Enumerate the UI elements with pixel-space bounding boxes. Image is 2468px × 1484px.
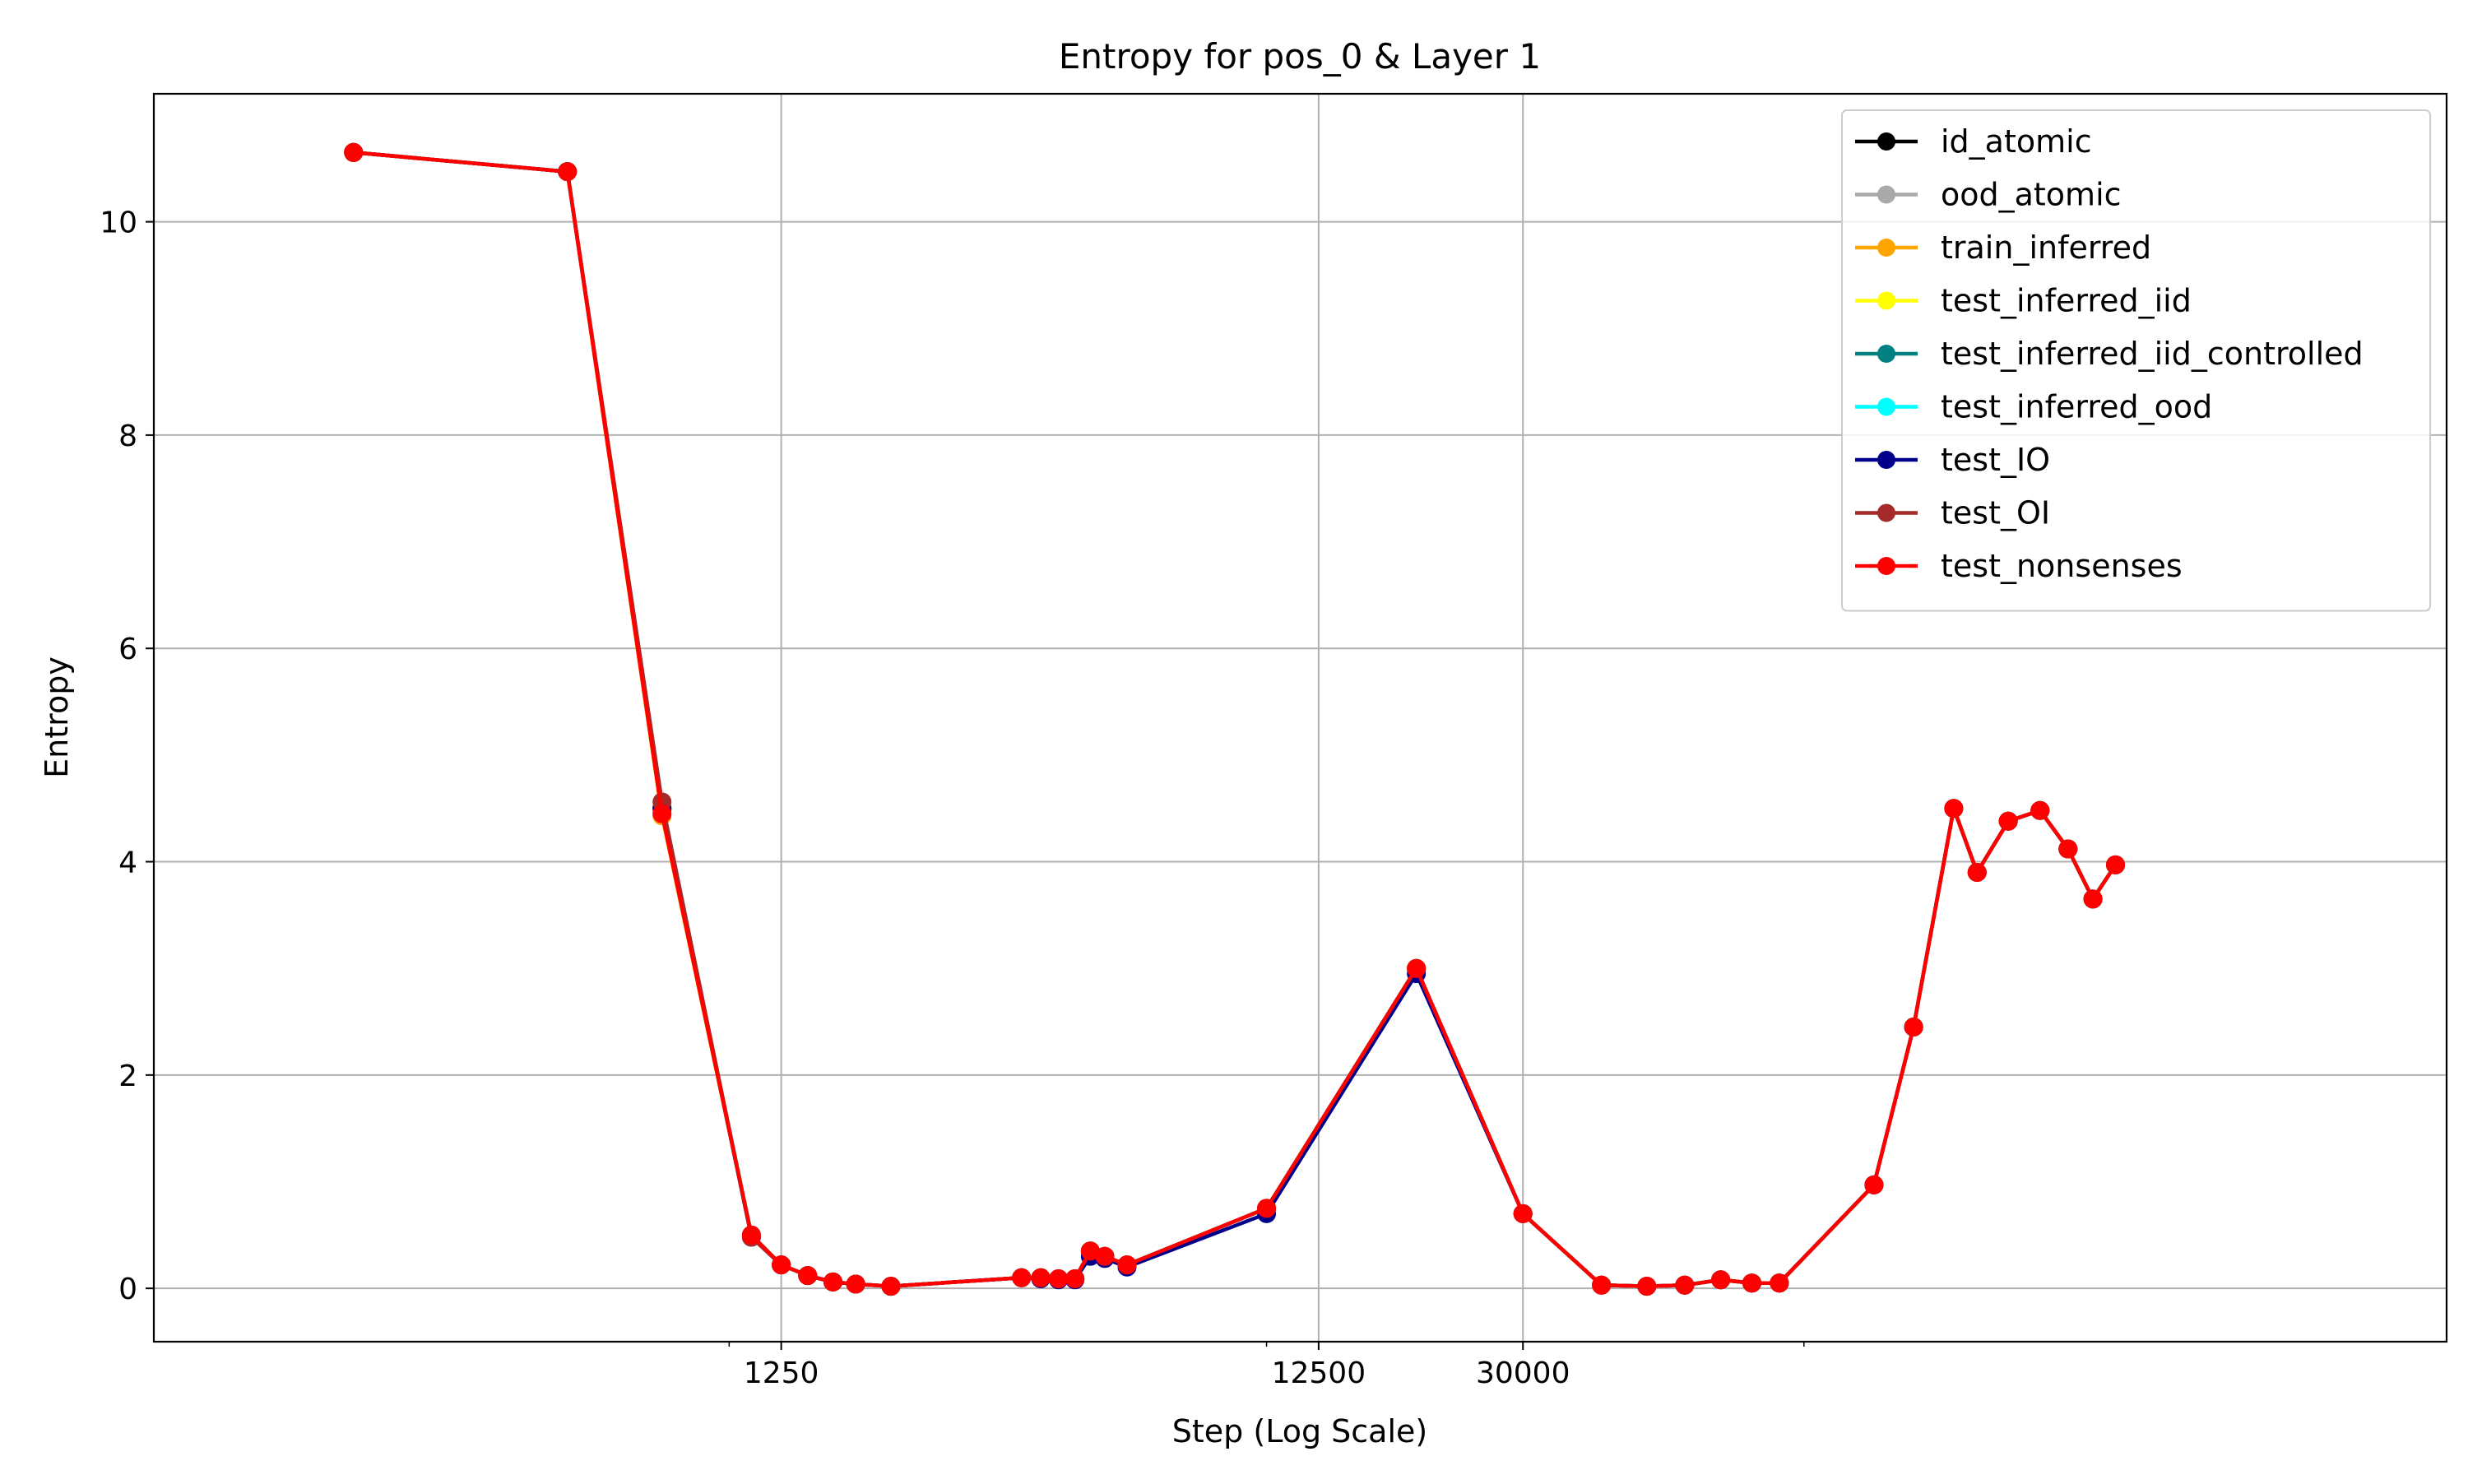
data-point	[2030, 800, 2050, 820]
data-point	[1065, 1269, 1085, 1289]
legend-entry: test_nonsenses	[1855, 548, 2183, 584]
data-point	[652, 804, 672, 823]
series-lines	[344, 142, 2126, 1296]
data-point	[1904, 1018, 1923, 1037]
data-point	[1513, 1203, 1533, 1223]
legend-marker	[1877, 239, 1895, 257]
legend-marker	[1877, 397, 1895, 416]
data-point	[823, 1272, 842, 1292]
x-tick-label: 1250	[744, 1356, 819, 1390]
legend-entry: test_IO	[1855, 442, 2050, 478]
x-axis-label: Step (Log Scale)	[1172, 1413, 1427, 1449]
data-point	[772, 1255, 791, 1275]
legend-label: ood_atomic	[1941, 177, 2122, 213]
data-point	[1012, 1268, 1032, 1287]
data-point	[2106, 855, 2126, 874]
legend-label: train_inferred	[1941, 230, 2151, 266]
legend-box	[1841, 109, 2431, 612]
legend-marker	[1877, 503, 1895, 522]
legend-marker	[1877, 291, 1895, 310]
data-point	[344, 142, 364, 162]
legend-entry: test_inferred_ood	[1855, 389, 2212, 425]
y-axis-label: Entropy	[39, 656, 75, 778]
x-tick-label: 30000	[1476, 1356, 1570, 1390]
grid	[154, 94, 2447, 1342]
series-line	[353, 151, 2118, 1288]
data-point	[1637, 1277, 1657, 1296]
legend-marker	[1877, 451, 1895, 469]
legend: id_atomic ood_atomic train_inferred test_in…	[1841, 109, 2431, 612]
legend-entry: test_inferred_iid	[1855, 283, 2192, 319]
legend-entry: train_inferred	[1855, 230, 2151, 266]
legend-entry: test_inferred_iid_controlled	[1855, 336, 2364, 372]
legend-entry: test_OI	[1855, 495, 2050, 531]
data-point	[1407, 958, 1427, 978]
data-point	[1117, 1255, 1137, 1275]
chart-title: Entropy for pos_0 & Layer 1	[1059, 36, 1541, 77]
data-point	[1031, 1268, 1051, 1287]
legend-label: id_atomic	[1941, 123, 2092, 160]
plot-area-frame	[152, 92, 2448, 1343]
y-tick-label: 8	[118, 420, 137, 453]
data-point	[1095, 1246, 1115, 1266]
data-point	[1864, 1175, 1884, 1194]
legend-label: test_OI	[1941, 495, 2050, 531]
legend-label: test_nonsenses	[1941, 548, 2183, 584]
legend-marker	[1877, 345, 1895, 363]
legend-marker	[1877, 132, 1895, 151]
data-point	[1742, 1273, 1761, 1293]
data-point	[798, 1266, 818, 1286]
data-point	[1711, 1270, 1731, 1290]
x-tick-label: 12500	[1272, 1356, 1366, 1390]
data-point	[1675, 1275, 1695, 1295]
data-point	[1592, 1275, 1612, 1295]
data-point	[558, 162, 578, 182]
legend-label: test_inferred_ood	[1941, 389, 2212, 425]
data-point	[2058, 839, 2078, 859]
y-tick-label: 2	[118, 1060, 137, 1093]
y-tick-label: 0	[118, 1273, 137, 1306]
legend-entry: ood_atomic	[1855, 177, 2122, 213]
y-tick-label: 10	[100, 206, 137, 240]
data-point	[1967, 863, 1987, 883]
legend-marker	[1877, 557, 1895, 575]
legend-entry: id_atomic	[1855, 123, 2092, 160]
data-point	[1770, 1273, 1789, 1293]
data-point	[1049, 1269, 1069, 1289]
y-tick-label: 4	[118, 846, 137, 880]
data-point	[881, 1277, 901, 1296]
data-point	[1257, 1199, 1277, 1218]
data-point	[1944, 799, 1964, 819]
y-tick-label: 6	[118, 633, 137, 666]
series-test_nonsenses	[344, 142, 2126, 1296]
legend-marker	[1877, 185, 1895, 204]
data-point	[741, 1225, 761, 1245]
legend-label: test_inferred_iid	[1941, 283, 2192, 319]
data-point	[846, 1274, 865, 1294]
axis-ticks: 1250 12500 30000 0 2 4 6 8 10	[100, 206, 1805, 1390]
data-point	[1998, 811, 2018, 831]
legend-label: test_inferred_iid_controlled	[1941, 336, 2364, 372]
data-point	[2083, 889, 2103, 909]
legend-label: test_IO	[1941, 442, 2050, 478]
